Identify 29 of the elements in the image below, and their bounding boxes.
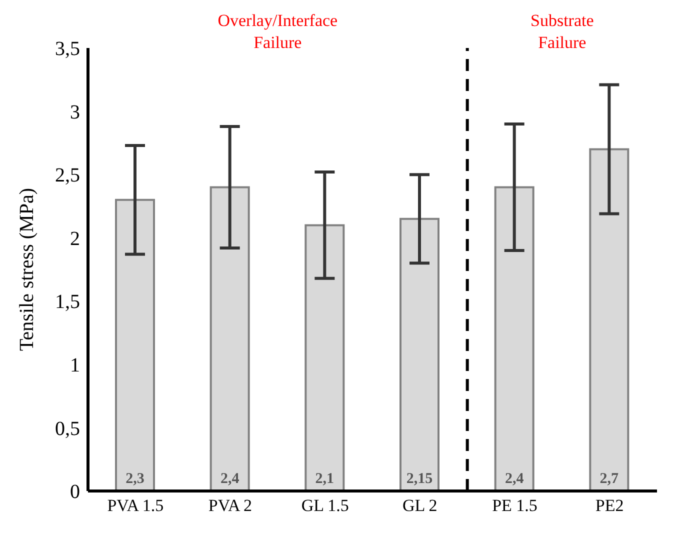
- x-tick-label: PE 1.5: [492, 496, 538, 516]
- bar: [494, 186, 534, 491]
- x-tick-label: PVA 2: [208, 496, 252, 516]
- bar: [589, 148, 630, 491]
- y-tick-label: 1: [70, 354, 80, 377]
- x-tick-label: PVA 1.5: [107, 496, 164, 516]
- x-tick-label: GL 2: [402, 496, 438, 516]
- annotation: Substrate Failure: [530, 10, 595, 54]
- y-axis-title: Tensile stress (MPa): [16, 188, 38, 352]
- bar: [400, 218, 440, 491]
- y-tick-label: 2,5: [55, 164, 80, 187]
- data-label: 2,15: [406, 471, 433, 487]
- y-tick-label: 2: [70, 228, 80, 250]
- data-label: 2,3: [126, 471, 144, 487]
- bar: [210, 186, 250, 491]
- data-label: 2,1: [315, 471, 334, 487]
- bar: [304, 224, 345, 491]
- data-label: 2,7: [600, 471, 620, 487]
- annotation: Overlay/Interface Failure: [216, 10, 339, 54]
- data-label: 2,4: [220, 471, 240, 487]
- y-tick-label: 3: [70, 101, 80, 124]
- bar: [115, 198, 155, 491]
- data-label: 2,4: [504, 471, 524, 487]
- x-tick-label: GL 1.5: [301, 496, 349, 516]
- y-tick-label: 1,5: [55, 291, 80, 314]
- y-tick-label: 0: [70, 481, 80, 504]
- y-tick-label: 3,5: [55, 38, 80, 60]
- y-tick-label: 0,5: [55, 418, 80, 440]
- x-tick-label: PE2: [595, 496, 624, 516]
